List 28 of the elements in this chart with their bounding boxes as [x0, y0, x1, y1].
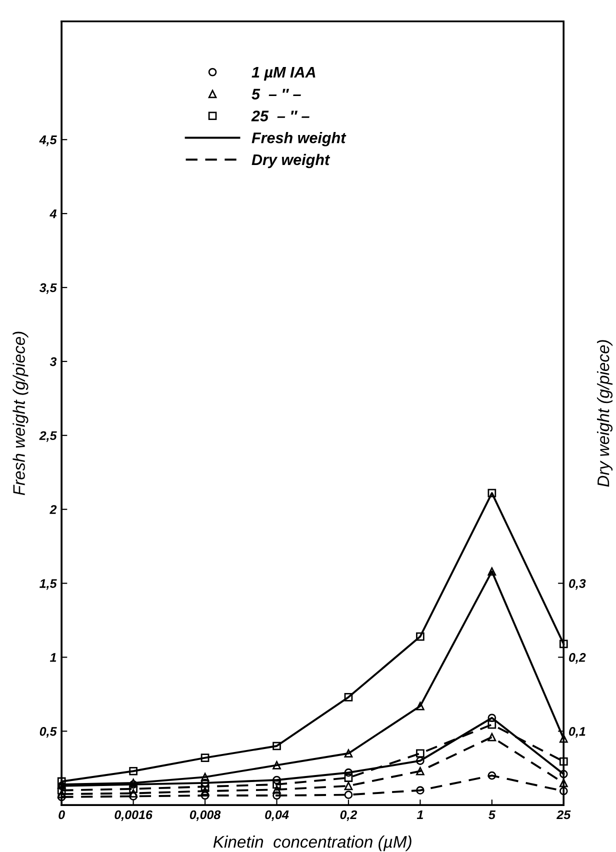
y2-tick-label: 0,2 [569, 653, 586, 664]
legend-label: 5 – ″ – [252, 88, 301, 100]
y-tick-label: 3 [50, 357, 57, 366]
y-tick-label: 2 [50, 505, 57, 514]
y-tick-label: 4,5 [39, 136, 57, 146]
x-tick-label: 0 [58, 810, 65, 820]
x-tick-label: 1 [416, 810, 424, 820]
x-tick-label: 0,008 [190, 810, 221, 821]
x-axis-title: Kinetin concentration (µM) [213, 836, 412, 852]
x-tick-label: 0,0016 [114, 810, 153, 821]
y-tick-label: 1 [50, 653, 56, 662]
y-tick-label: 2,5 [39, 431, 57, 442]
x-tick-label: 5 [488, 810, 496, 820]
x-tick-label: 0,04 [265, 810, 289, 821]
legend-label: 1 µM IAA [252, 66, 316, 81]
y-tick-label: 1,5 [40, 579, 57, 590]
y-tick-label: 4 [50, 209, 57, 218]
y-axis-title: Fresh weight (g/piece) [12, 332, 28, 496]
y2-tick-label: 0,1 [569, 726, 586, 738]
x-tick-label: 25 [556, 810, 571, 820]
y-tick-label: 0,5 [40, 726, 57, 738]
y-tick-label: 3,5 [39, 283, 57, 294]
x-tick-label: 0,2 [340, 810, 358, 821]
annotation: Fresh weight [252, 132, 346, 146]
y2-axis-title: Dry weight (g/piece) [596, 340, 613, 487]
annotation: Dry weight [252, 154, 330, 168]
y2-tick-label: 0,3 [569, 579, 586, 590]
legend-label: 25 – ″ – [251, 110, 310, 122]
